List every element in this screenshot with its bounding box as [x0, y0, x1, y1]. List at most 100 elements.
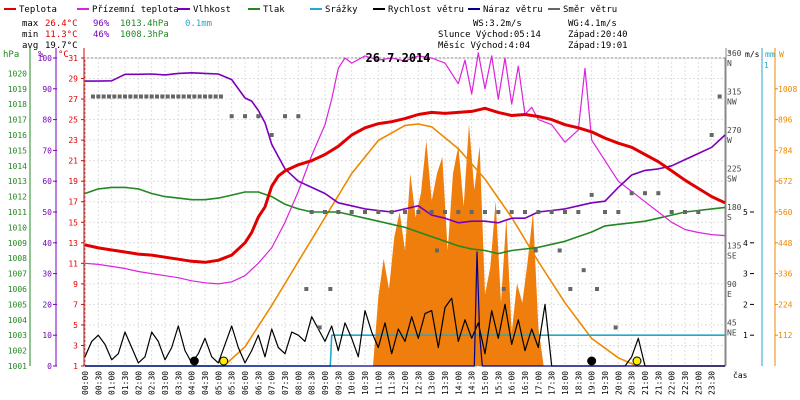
hpa-tick-15: 1016: [8, 131, 27, 140]
wind-dir-point-59: [683, 210, 687, 214]
x-tick-label-14: 07:00: [268, 371, 277, 395]
pct-tick-5: 50: [42, 208, 52, 217]
x-tick-label-39: 19:30: [601, 371, 610, 395]
hpa-tick-10: 1011: [8, 208, 27, 217]
wind-dir-point-47: [523, 210, 527, 214]
stat-avg-label: avg: [22, 41, 38, 51]
wind-dir-point-22: [208, 94, 213, 99]
x-tick-label-31: 15:30: [494, 371, 503, 395]
wind-dir-point-37: [389, 210, 394, 214]
x-tick-label-4: 02:00: [134, 371, 143, 395]
stat-moonset: Západ:19:01: [568, 41, 628, 51]
x-tick-label-5: 02:30: [148, 371, 157, 395]
wind-dir-point-36: [376, 210, 381, 214]
dir-tick-deg-5: 270: [727, 126, 742, 135]
hpa-tick-2: 1003: [8, 331, 27, 340]
stat-min-label: min: [22, 30, 38, 40]
wind-dir-point-35: [363, 210, 367, 214]
x-tick-label-24: 12:00: [401, 371, 410, 395]
x-tick-label-16: 08:00: [294, 371, 303, 395]
series-3-line: [84, 186, 726, 255]
wind-dir-point-66: [435, 248, 439, 253]
wind-dir-point-33: [336, 210, 341, 214]
dir-tick-deg-4: 225: [727, 165, 742, 174]
x-tick-label-46: 23:00: [694, 371, 703, 395]
wind-dir-point-21: [203, 94, 207, 99]
x-tick-label-37: 18:30: [574, 371, 583, 395]
wind-dir-point-69: [557, 248, 562, 253]
x-tick-label-2: 01:00: [108, 371, 117, 395]
wind-dir-point-50: [563, 210, 567, 214]
stat-max-temp: 26.4°C: [45, 19, 78, 29]
hpa-tick-18: 1019: [8, 85, 27, 94]
legend-label-0: Teplota: [19, 5, 57, 15]
x-tick-label-11: 05:30: [228, 371, 237, 395]
series-6-line: [85, 251, 725, 367]
wind-dir-point-57: [656, 191, 661, 196]
dir-tick-deg-6: 315: [727, 88, 742, 97]
series-2-line: [85, 72, 726, 224]
wind-dir-point-12: [155, 94, 159, 99]
dir-tick-lbl-1: E: [727, 290, 732, 299]
wind-dir-point-34: [349, 210, 354, 214]
degc-tick-7: 15: [68, 218, 78, 227]
dir-tick-lbl-2: SE: [727, 252, 737, 261]
x-tick-label-32: 16:00: [508, 371, 517, 395]
pct-tick-8: 80: [42, 116, 52, 125]
ms-tick-0: 1: [743, 331, 748, 340]
hpa-tick-4: 1005: [8, 300, 27, 309]
pct-tick-0: 0: [47, 362, 52, 371]
axes: 00:00 00:30 01:00 01:30 02:00 02:30 03:00 03:30…: [3, 48, 797, 395]
stat-sunset: Západ:20:40: [568, 30, 628, 40]
series-1-line: [84, 52, 726, 285]
hpa-tick-14: 1015: [8, 146, 27, 155]
wind-dir-point-55: [629, 191, 634, 196]
dir-tick-lbl-4: SW: [727, 175, 737, 184]
legend-label-5: Rychlost větru: [388, 5, 464, 15]
dir-tick-deg-2: 135: [727, 242, 742, 251]
stat-gust: WG:4.1m/s: [568, 19, 617, 29]
x-tick-label-47: 23:30: [708, 371, 717, 395]
hpa-tick-9: 1010: [8, 223, 27, 232]
wind-dir-point-64: [317, 325, 322, 330]
w-tick-1: 224: [778, 300, 793, 309]
pct-tick-2: 20: [42, 300, 52, 309]
ms-tick-3: 4: [743, 239, 748, 248]
x-tick-label-29: 14:30: [468, 371, 477, 395]
wind-dir-point-5: [117, 94, 122, 99]
degc-tick-9: 19: [68, 177, 78, 186]
stat-sun: Slunce Východ:05:14: [438, 30, 541, 40]
marker-2: [632, 356, 642, 366]
wind-dir-point-8: [133, 94, 138, 99]
x-tick-label-22: 11:00: [374, 371, 383, 395]
pct-tick-10: 100: [38, 54, 53, 63]
w-tick-7: 896: [778, 116, 793, 125]
wind-dir-point-38: [403, 210, 407, 214]
wind-dir-point-40: [429, 210, 434, 214]
wind-dir-point-68: [533, 248, 538, 253]
wind-dir-point-11: [149, 94, 154, 99]
wind-dir-point-17: [181, 94, 186, 99]
axis-ms-unit: m/s: [745, 50, 760, 59]
axis-hpa-unit: hPa: [3, 50, 19, 60]
wind-dir-point-67: [501, 287, 506, 291]
x-tick-label-25: 12:30: [414, 371, 423, 395]
chart-title: 26.7.2014: [365, 51, 430, 65]
legend-label-4: Srážky: [325, 5, 358, 15]
wind-dir-point-72: [595, 287, 599, 291]
legend: Teplota Přízemní teplota Vlhkost Tlak Srážky…: [4, 5, 617, 15]
wind-dir-point-7: [128, 94, 133, 99]
dir-tick-deg-7: 360: [727, 49, 742, 58]
wind-dir-point-6: [123, 94, 127, 99]
wind-dir-point-30: [296, 114, 301, 119]
hpa-tick-17: 1018: [8, 100, 27, 109]
x-tick-label-28: 14:00: [454, 371, 463, 395]
w-tick-3: 448: [778, 239, 793, 248]
hpa-tick-13: 1014: [8, 162, 27, 171]
hpa-tick-5: 1006: [8, 285, 27, 294]
x-tick-label-10: 05:00: [214, 371, 223, 395]
wind-dir-point-4: [112, 94, 117, 99]
x-tick-label-44: 22:00: [668, 371, 677, 395]
axis-w-unit: W: [779, 50, 784, 59]
